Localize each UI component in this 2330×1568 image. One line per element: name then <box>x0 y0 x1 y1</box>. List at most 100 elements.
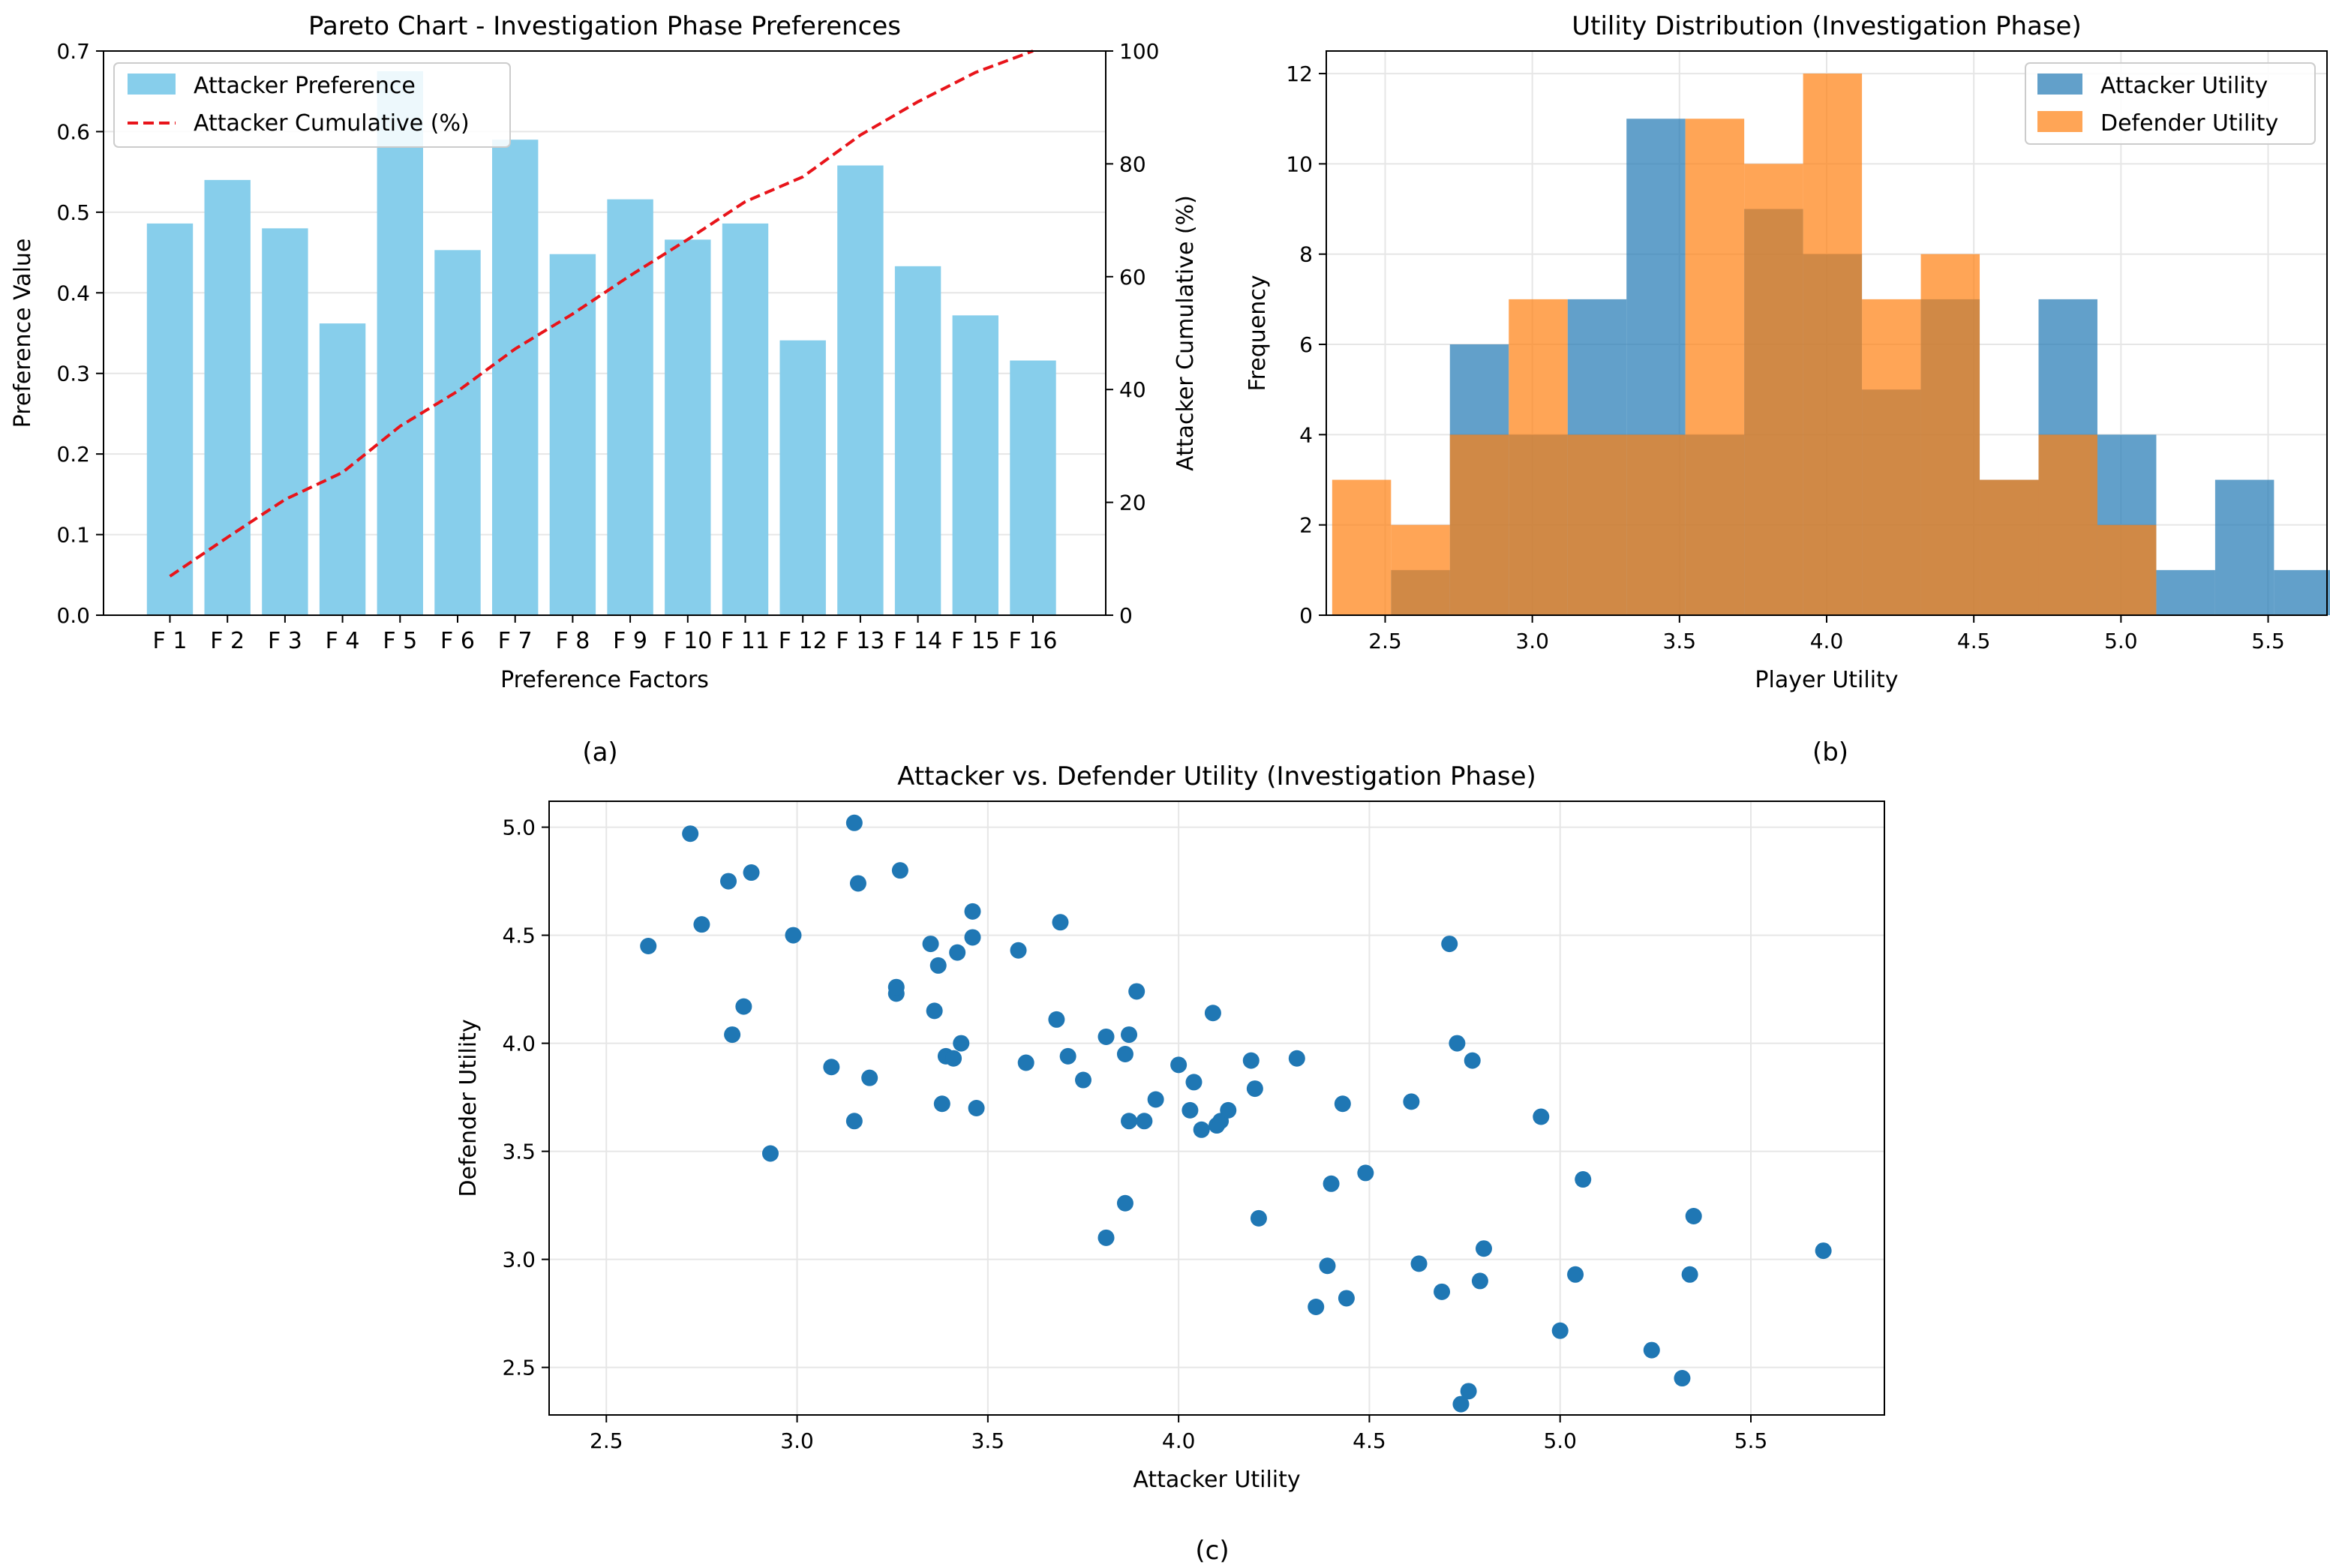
scatter-y-tick-label: 2.5 <box>502 1356 536 1380</box>
pareto-x-label: Preference Factors <box>500 667 709 693</box>
scatter-point <box>1338 1290 1355 1307</box>
pareto-bar <box>377 71 423 616</box>
scatter-point <box>743 864 760 882</box>
pareto-y-tick-label: 0.0 <box>56 603 90 628</box>
pareto-bar <box>1010 360 1056 615</box>
pareto-x-tick-label: F 5 <box>383 628 417 654</box>
scatter-point <box>1220 1101 1237 1119</box>
scatter-point <box>929 957 947 974</box>
scatter-point <box>1288 1050 1305 1067</box>
scatter-point <box>1551 1322 1569 1339</box>
pareto-x-tick-label: F 9 <box>613 628 647 654</box>
scatter-point <box>1681 1266 1698 1283</box>
pareto-bar <box>894 266 941 615</box>
pareto-bar <box>262 228 308 615</box>
pareto-bar <box>837 165 884 615</box>
scatter-point <box>922 936 939 953</box>
scatter-point <box>1476 1240 1492 1257</box>
pareto-y-ticks: 0.0 0.1 0.2 0.3 0.4 0.5 0.6 0.7 <box>56 39 104 628</box>
attacker-histogram-bar <box>2214 479 2274 615</box>
scatter-point <box>1685 1208 1702 1225</box>
scatter-point <box>1185 1074 1203 1091</box>
scatter-point <box>1674 1370 1691 1387</box>
pareto-bar <box>146 223 194 615</box>
pareto-legend-box <box>113 62 511 148</box>
pareto-bar <box>952 315 998 615</box>
defender-histogram-bar <box>1980 479 2039 615</box>
defender-histogram-bars <box>1332 74 2157 616</box>
scatter-point <box>1643 1341 1660 1359</box>
scatter-point <box>1147 1091 1164 1108</box>
scatter-point <box>1128 983 1145 1000</box>
pareto-y-right-tick-label: 20 <box>1119 491 1146 515</box>
scatter-x-ticks: 2.5 3.0 3.5 4.0 4.5 5.0 5.5 <box>590 1415 1767 1453</box>
scatter-point <box>735 998 752 1015</box>
pareto-x-tick-label: F 16 <box>1009 628 1058 654</box>
scatter-point <box>1533 1108 1550 1125</box>
defender-histogram-bar <box>1803 74 1863 615</box>
defender-histogram-bar <box>1332 479 1392 615</box>
pareto-y-right-tick-label: 80 <box>1119 152 1146 176</box>
pareto-chart: 0.0 0.1 0.2 0.3 0.4 0.5 0.6 0.7 0 20 40 60 80 100 F … <box>10 11 1199 767</box>
pareto-y-tick-label: 0.5 <box>56 200 90 225</box>
pareto-bars <box>146 71 1056 616</box>
scatter-point <box>1075 1071 1091 1089</box>
scatter-point <box>724 1026 741 1044</box>
pareto-x-tick-label: F 6 <box>440 628 475 654</box>
defender-histogram-bar <box>1449 434 1509 615</box>
scatter-point <box>1815 1242 1832 1260</box>
scatter-point <box>1010 942 1027 959</box>
panel-label-a: (a) <box>582 737 617 767</box>
scatter-point <box>926 1002 943 1020</box>
pareto-y-label: Preference Value <box>10 239 36 428</box>
scatter-points <box>640 814 1832 1413</box>
pareto-y-right-tick-label: 0 <box>1119 603 1133 628</box>
defender-histogram-bar <box>1626 434 1686 615</box>
histogram-x-tick-label: 5.0 <box>2104 629 2138 653</box>
scatter-x-tick-label: 5.5 <box>1734 1428 1768 1453</box>
scatter-x-tick-label: 3.5 <box>971 1428 1005 1453</box>
histogram-chart: 0 2 4 6 8 10 12 2.5 3.0 3.5 4.0 4.5 5.0 5.5 Utility … <box>1245 11 2330 767</box>
defender-histogram-bar <box>1862 299 1921 615</box>
scatter-point <box>823 1059 840 1076</box>
attacker-histogram-bar <box>2156 569 2215 615</box>
scatter-point <box>1464 1052 1481 1069</box>
panel-label-b: (b) <box>1812 737 1848 767</box>
scatter-y-tick-label: 3.5 <box>502 1140 536 1164</box>
scatter-x-tick-label: 3.0 <box>780 1428 814 1453</box>
scatter-y-label: Defender Utility <box>455 1019 482 1197</box>
scatter-y-tick-label: 3.0 <box>502 1248 536 1272</box>
attacker-histogram-bar <box>2274 569 2330 615</box>
pareto-x-tick-label: F 13 <box>836 628 884 654</box>
scatter-y-tick-label: 5.0 <box>502 816 536 840</box>
pareto-bar <box>549 254 596 615</box>
scatter-point <box>785 927 802 944</box>
defender-histogram-bar <box>2038 434 2097 615</box>
scatter-point <box>1182 1101 1199 1119</box>
pareto-bar <box>204 179 251 615</box>
histogram-y-tick-label: 2 <box>1299 513 1313 538</box>
pareto-x-ticks: F 1 F 2 F 3 F 4 F 5 F 6 F 7 F 8 F 9 F 10 F 11 F 12 F… <box>153 615 1058 654</box>
defender-histogram-bar <box>1685 119 1745 616</box>
scatter-point <box>1323 1175 1340 1192</box>
scatter-point <box>1403 1093 1420 1110</box>
scatter-point <box>1121 1026 1138 1044</box>
scatter-point <box>964 903 981 920</box>
scatter-point <box>1460 1383 1477 1400</box>
pareto-legend-bar-swatch <box>128 74 176 95</box>
scatter-point <box>1116 1194 1133 1212</box>
histogram-y-tick-label: 12 <box>1286 62 1313 86</box>
scatter-point <box>1575 1171 1592 1188</box>
scatter-point <box>1048 1011 1065 1028</box>
scatter-point <box>1250 1209 1267 1227</box>
scatter-x-tick-label: 2.5 <box>590 1428 623 1453</box>
histogram-y-label: Frequency <box>1245 275 1271 392</box>
scatter-point <box>1452 1395 1470 1413</box>
pareto-y-right-tick-label: 100 <box>1119 39 1159 64</box>
scatter-point <box>861 1069 878 1086</box>
scatter-point <box>1567 1266 1584 1283</box>
scatter-point <box>849 875 866 892</box>
histogram-legend-attacker-label: Attacker Utility <box>2100 73 2268 99</box>
pareto-y-tick-label: 0.7 <box>56 39 90 64</box>
